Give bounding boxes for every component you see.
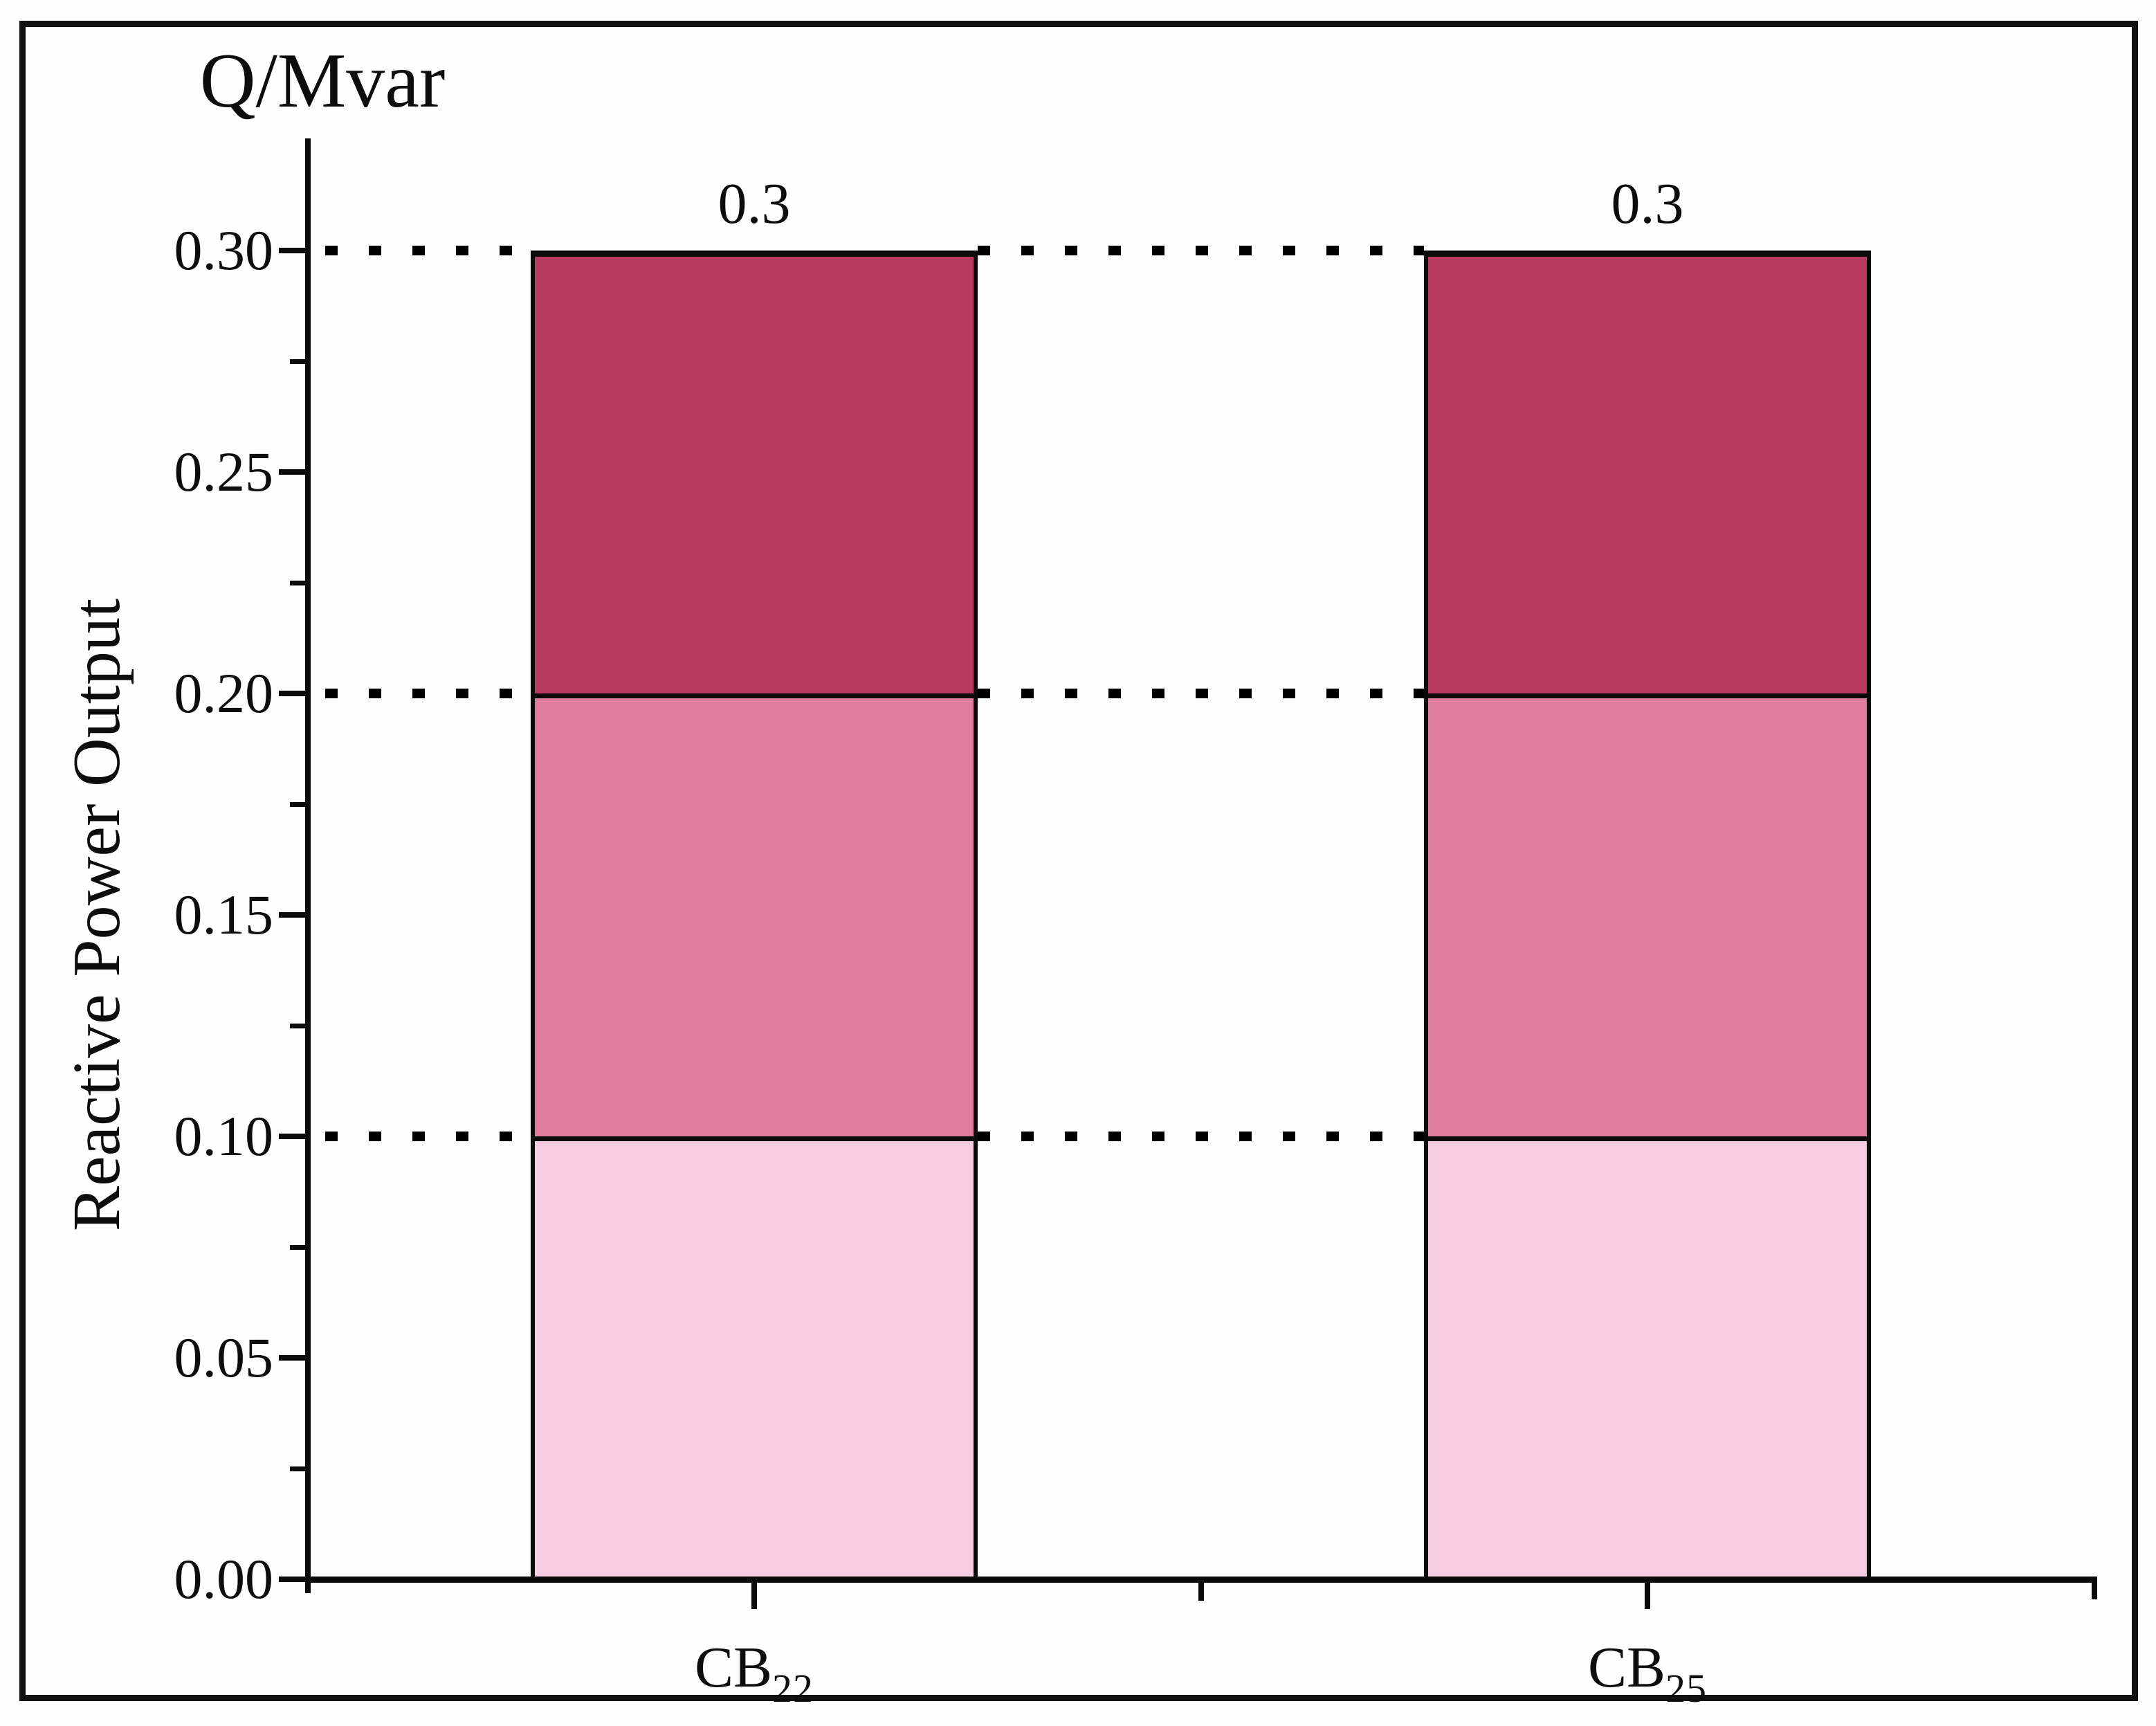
x-boundary-tick	[2092, 1583, 2097, 1599]
bar-segment-segment-0.0-0.1	[1424, 1136, 1871, 1579]
x-category-label: CB22	[540, 1628, 969, 1714]
y-major-tick	[279, 469, 308, 475]
bar-value-label: 0.3	[1611, 172, 1684, 236]
bar-segment-segment-0.2-0.3	[531, 251, 978, 693]
grid-dotted-segment	[978, 1132, 1424, 1141]
x-category-label: CB25	[1433, 1628, 1862, 1714]
bar-value-label: 0.3	[718, 172, 791, 236]
x-category-label-base: CB	[1587, 1635, 1666, 1700]
y-tick-label: 0.00	[174, 1547, 274, 1610]
y-minor-tick	[290, 1024, 308, 1028]
x-category-label-subscript: 25	[1665, 1666, 1708, 1711]
y-major-tick	[279, 691, 308, 696]
y-tick-label: 0.15	[174, 883, 274, 946]
grid-dotted-segment	[325, 246, 531, 255]
bar-segment-segment-0.0-0.1	[531, 1136, 978, 1579]
x-category-tick	[1645, 1583, 1650, 1609]
y-tick-label: 0.30	[174, 219, 274, 282]
y-tick-label: 0.25	[174, 440, 274, 503]
y-axis-line	[305, 138, 311, 1593]
y-tick-label: 0.05	[174, 1326, 274, 1389]
x-category-label-base: CB	[694, 1635, 773, 1700]
y-minor-tick	[290, 581, 308, 585]
y-minor-tick	[290, 802, 308, 807]
y-minor-tick	[290, 1466, 308, 1471]
bar-segment-segment-0.1-0.2	[1424, 693, 1871, 1136]
y-tick-label: 0.20	[174, 662, 274, 725]
bar-segment-segment-0.2-0.3	[1424, 251, 1871, 693]
y-minor-tick	[290, 1245, 308, 1250]
grid-dotted-segment	[325, 1132, 531, 1141]
chart-title: Q/Mvar	[199, 38, 446, 124]
y-minor-tick	[290, 359, 308, 364]
x-axis-line	[305, 1577, 2097, 1583]
y-major-tick	[279, 248, 308, 253]
y-major-tick	[279, 1355, 308, 1361]
x-boundary-tick	[1198, 1583, 1204, 1601]
y-tick-label: 0.10	[174, 1105, 274, 1168]
figure-border-frame	[19, 21, 2138, 1701]
grid-dotted-segment	[978, 689, 1424, 698]
y-major-tick	[279, 1134, 308, 1139]
grid-dotted-segment	[325, 689, 531, 698]
x-category-label-subscript: 22	[772, 1666, 814, 1711]
bar-segment-segment-0.1-0.2	[531, 693, 978, 1136]
x-category-tick	[751, 1583, 757, 1609]
y-major-tick	[279, 1577, 308, 1582]
y-major-tick	[279, 912, 308, 918]
grid-dotted-segment	[978, 246, 1424, 255]
